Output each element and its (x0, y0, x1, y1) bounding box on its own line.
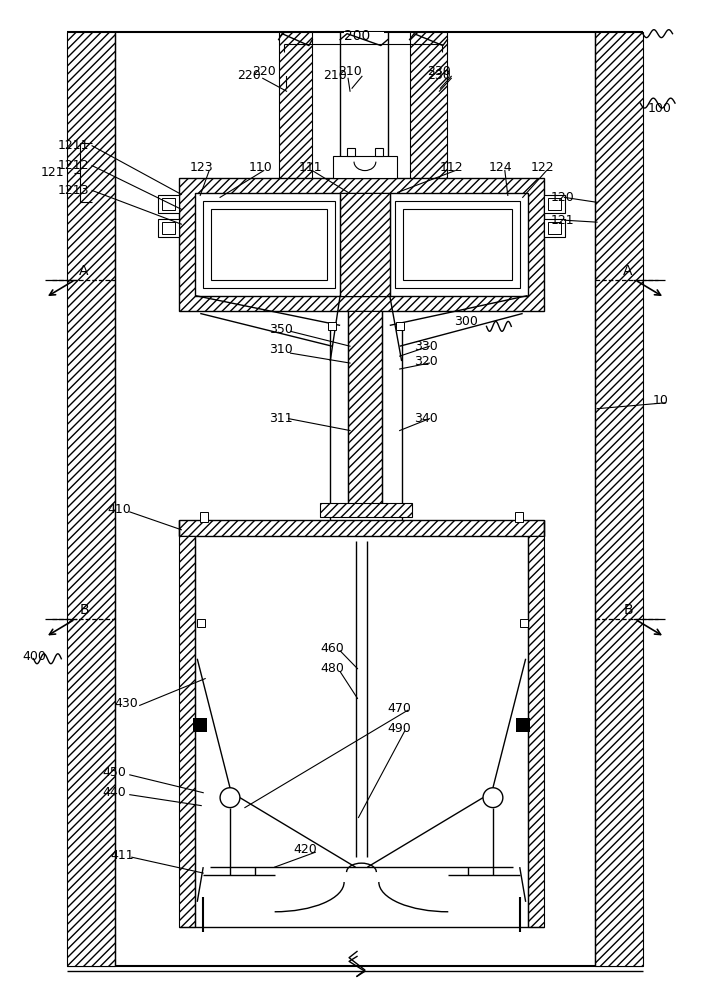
Text: 121: 121 (41, 166, 64, 179)
Bar (395, 201, 520, 288)
Bar (158, 195, 179, 213)
Bar (347, 148, 355, 156)
Text: 230: 230 (428, 69, 451, 82)
Text: 220: 220 (252, 65, 276, 78)
Bar (543, 195, 565, 213)
Text: 230: 230 (428, 65, 451, 78)
Text: 350: 350 (268, 323, 293, 336)
Text: 400: 400 (23, 650, 46, 663)
Bar (197, 619, 205, 627)
Bar (200, 512, 208, 522)
Bar (543, 219, 565, 237)
Bar (348, 311, 382, 515)
Bar (515, 512, 523, 522)
Text: 112: 112 (439, 161, 463, 174)
Text: B: B (79, 603, 89, 617)
Bar (203, 201, 335, 288)
Text: 123: 123 (189, 161, 213, 174)
Bar (396, 322, 403, 330)
Text: 210: 210 (323, 69, 347, 82)
Text: 450: 450 (102, 766, 126, 779)
Text: 121: 121 (550, 214, 574, 227)
Text: 340: 340 (415, 412, 438, 425)
Text: 1211: 1211 (57, 139, 89, 152)
Text: 311: 311 (268, 412, 292, 425)
Bar (211, 209, 327, 280)
Bar (516, 718, 530, 732)
Bar (179, 178, 543, 311)
Bar (340, 193, 390, 296)
Text: 124: 124 (489, 161, 513, 174)
Bar (179, 536, 195, 927)
Bar (403, 209, 512, 280)
Text: 440: 440 (102, 786, 126, 799)
Text: 410: 410 (107, 503, 131, 516)
Bar (548, 222, 561, 234)
Text: 220: 220 (237, 69, 261, 82)
Bar (158, 219, 179, 237)
Text: 310: 310 (268, 343, 293, 356)
Text: 480: 480 (321, 662, 344, 675)
Text: 411: 411 (110, 849, 134, 862)
Text: 10: 10 (653, 394, 668, 407)
Text: 200: 200 (344, 29, 370, 43)
Bar (520, 619, 528, 627)
Text: 111: 111 (298, 161, 322, 174)
Text: 120: 120 (550, 191, 574, 204)
Bar (410, 32, 447, 202)
Text: 330: 330 (415, 340, 438, 353)
Text: 490: 490 (388, 722, 411, 735)
Bar (328, 322, 336, 330)
Text: 210: 210 (338, 65, 362, 78)
Bar (321, 503, 411, 517)
Text: A: A (623, 264, 633, 278)
Bar (595, 32, 643, 966)
Bar (161, 222, 176, 234)
Bar (195, 193, 528, 296)
Text: 420: 420 (293, 843, 317, 856)
Text: 1212: 1212 (57, 159, 89, 172)
Bar (67, 32, 115, 966)
Text: 460: 460 (321, 642, 344, 655)
Bar (344, 32, 384, 202)
Text: B: B (623, 603, 633, 617)
Text: 470: 470 (388, 702, 412, 715)
Text: 320: 320 (415, 355, 438, 368)
Text: 122: 122 (531, 161, 554, 174)
Bar (375, 148, 383, 156)
Text: 100: 100 (648, 102, 672, 115)
Text: A: A (79, 264, 89, 278)
Bar (179, 520, 543, 536)
Bar (333, 156, 397, 178)
Bar (548, 198, 561, 210)
Bar (193, 718, 207, 732)
Bar (278, 32, 312, 202)
Bar (161, 198, 176, 210)
Text: 430: 430 (114, 697, 138, 710)
Text: 300: 300 (454, 315, 478, 328)
Text: 1213: 1213 (57, 184, 89, 197)
Text: 110: 110 (249, 161, 273, 174)
Bar (528, 536, 543, 927)
